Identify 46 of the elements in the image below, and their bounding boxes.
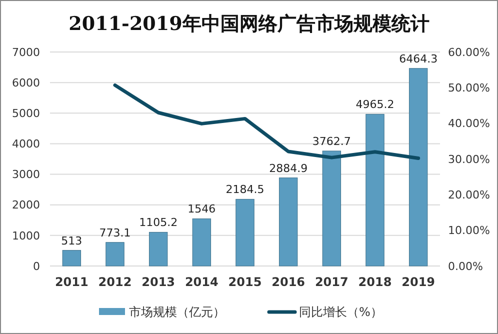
y2-tick-label: 30.00% — [448, 152, 490, 166]
chart-title: 2011-2019年中国网络广告市场规模统计 — [68, 13, 430, 35]
y-tick-label: 0 — [33, 260, 40, 273]
x-tick-label: 2011 — [54, 275, 88, 289]
y-tick-label: 4000 — [12, 138, 40, 151]
x-tick-label: 2016 — [272, 275, 306, 289]
data-label: 4965.2 — [356, 98, 394, 112]
legend-label: 同比增长（%） — [299, 305, 382, 320]
y-tick-label: 6000 — [12, 76, 40, 90]
data-label: 3762.7 — [312, 134, 351, 148]
x-tick-label: 2018 — [358, 275, 392, 289]
data-label: 2884.9 — [269, 162, 308, 175]
data-label: 6464.3 — [399, 52, 438, 66]
line-series — [113, 83, 420, 160]
y-tick-label: 5000 — [12, 106, 40, 120]
bar — [148, 232, 168, 266]
data-label: 773.1 — [99, 226, 131, 240]
y-tick-label: 2000 — [12, 198, 40, 212]
data-label: 1546 — [188, 202, 216, 216]
bar — [408, 68, 428, 266]
x-tick-label: 2013 — [142, 275, 176, 289]
bar — [106, 242, 124, 266]
y2-tick-label: 40.00% — [448, 117, 490, 130]
data-label: 1105.2 — [139, 216, 178, 230]
bar — [192, 218, 212, 266]
x-tick-label: 2014 — [184, 275, 218, 289]
y2-tick-label: 0.00% — [448, 260, 483, 273]
x-tick-label: 2017 — [314, 275, 348, 289]
y-tick-label: 7000 — [12, 46, 40, 59]
y-tick-label: 3000 — [12, 168, 40, 182]
y2-tick-label: 20.00% — [448, 188, 490, 202]
x-tick-label: 2015 — [228, 275, 262, 289]
x-tick-label: 2012 — [98, 275, 132, 289]
data-label: 2184.5 — [226, 183, 264, 196]
x-tick-label: 2019 — [402, 275, 436, 289]
bar — [322, 150, 342, 266]
bar — [236, 198, 254, 266]
bar — [278, 178, 298, 266]
y-tick-label: 1000 — [12, 229, 40, 242]
y2-tick-label: 10.00% — [448, 224, 490, 238]
bar — [62, 250, 82, 266]
data-label: 513 — [61, 234, 82, 248]
bar — [366, 114, 384, 266]
y2-tick-label: 60.00% — [448, 46, 490, 59]
y2-tick-label: 50.00% — [448, 82, 490, 95]
legend-label: 市场规模（亿元） — [129, 305, 225, 320]
